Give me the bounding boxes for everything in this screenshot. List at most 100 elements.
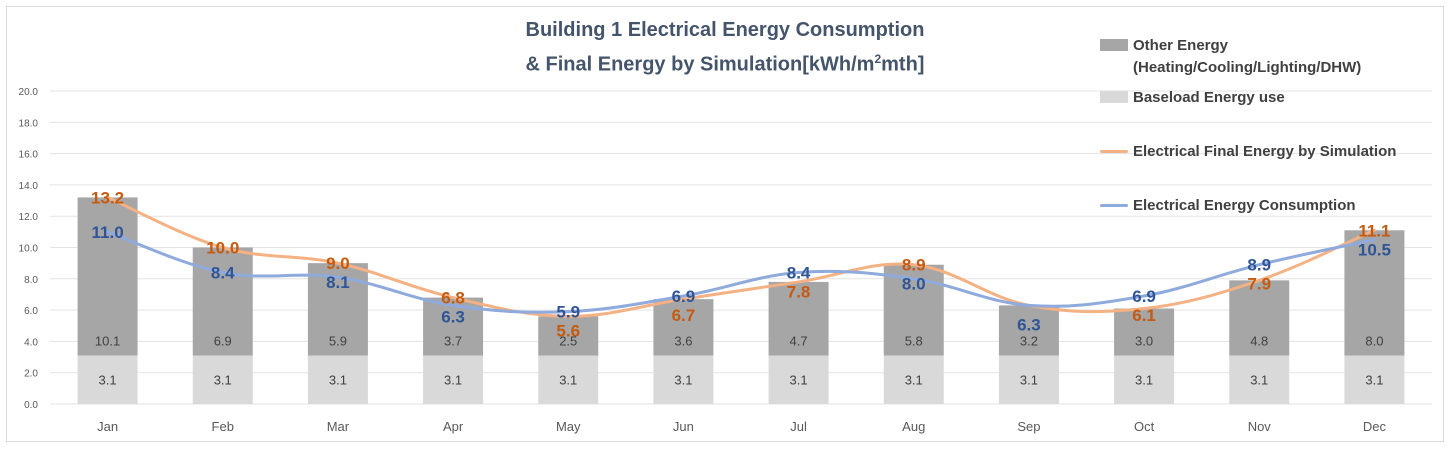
line-consumption (106, 230, 1376, 314)
bar-baseload (1229, 355, 1290, 404)
y-tick-label: 20.0 (19, 87, 39, 98)
data-label-consumption: 11.0 (92, 223, 124, 242)
y-tick-label: 2.0 (24, 369, 38, 380)
data-label-consumption: 8.9 (1247, 256, 1271, 275)
y-tick-label: 12.0 (19, 212, 39, 223)
chart-title-line1: Building 1 Electrical Energy Consumption (525, 19, 925, 41)
data-label-other-energy: 10.1 (95, 333, 120, 348)
data-label-simulation: 5.6 (556, 322, 580, 341)
bar-baseload (1344, 355, 1405, 404)
legend-swatch-other-energy (1100, 39, 1128, 51)
bar-baseload (423, 355, 484, 404)
x-tick-label: Mar (327, 419, 350, 434)
legend-label-other-line1: Other Energy (1133, 37, 1229, 54)
data-label-baseload: 3.1 (559, 373, 577, 388)
chart-title-line2: & Final Energy by Simulation[kWh/m2mth] (400, 45, 1050, 80)
y-tick-label: 18.0 (19, 118, 39, 129)
data-label-baseload: 3.1 (1020, 373, 1038, 388)
data-label-other-energy: 6.9 (214, 333, 232, 348)
data-label-other-energy: 2.5 (559, 333, 577, 348)
data-label-other-energy: 4.7 (790, 333, 808, 348)
x-tick-label: Aug (902, 419, 925, 434)
data-label-consumption: 8.0 (902, 275, 926, 294)
x-tick-label: Jul (790, 419, 807, 434)
data-label-consumption: 8.4 (211, 264, 235, 283)
data-label-other-energy: 3.0 (1135, 333, 1153, 348)
data-label-baseload: 3.1 (1135, 373, 1153, 388)
chart-title-superscript: 2 (874, 52, 882, 66)
data-label-other-energy: 3.7 (444, 333, 462, 348)
bar-baseload (538, 355, 599, 404)
data-label-baseload: 3.1 (790, 373, 808, 388)
x-tick-label: Dec (1363, 419, 1387, 434)
data-label-consumption: 6.3 (1017, 315, 1041, 334)
legend-label-other-energy: Other Energy (Heating/Cooling/Lighting/D… (1133, 35, 1361, 79)
lines (106, 195, 1376, 318)
bar-baseload (192, 355, 253, 404)
bar-other-energy (1114, 308, 1175, 356)
data-label-other-energy: 3.6 (674, 333, 692, 348)
x-tick-label: Nov (1248, 419, 1272, 434)
data-label-consumption: 5.9 (556, 303, 580, 322)
data-label-baseload: 3.1 (329, 373, 347, 388)
y-tick-label: 14.0 (19, 181, 39, 192)
data-label-consumption: 6.9 (1132, 287, 1156, 306)
data-label-simulation: 6.8 (441, 289, 465, 308)
chart-title-line2-suffix: mth] (881, 53, 925, 76)
data-label-consumption: 6.9 (672, 287, 696, 306)
data-label-simulation: 6.1 (1132, 306, 1156, 325)
legend-swatch-consumption (1100, 204, 1128, 207)
data-label-baseload: 3.1 (214, 373, 232, 388)
chart-title-line2-prefix: & Final Energy by Simulation[kWh/m (525, 53, 875, 76)
y-tick-label: 0.0 (24, 400, 38, 411)
bar-baseload (77, 355, 138, 404)
legend-swatch-simulation (1100, 150, 1128, 153)
y-tick-label: 16.0 (19, 150, 39, 161)
x-axis-ticks: Jan Feb Mar Apr May Jun Jul Aug Sep Oct Nov Dec (97, 419, 1386, 434)
legend-label-other-line2: (Heating/Cooling/Lighting/DHW) (1133, 59, 1362, 76)
data-label-baseload: 3.1 (99, 373, 117, 388)
legend-item-simulation: Electrical Final Energy by Simulation (1100, 141, 1396, 163)
data-label-simulation: 11.1 (1358, 221, 1390, 240)
bar-other-energy (77, 197, 138, 356)
data-label-consumption: 8.1 (326, 273, 350, 292)
data-label-consumption: 6.3 (441, 308, 465, 327)
data-label-other-energy: 5.8 (905, 333, 923, 348)
bar-baseload (307, 355, 368, 404)
x-tick-label: Sep (1017, 419, 1040, 434)
legend-label-baseload: Baseload Energy use (1133, 89, 1285, 106)
data-labels: 3.1 10.1 3.1 6.9 3.1 5.9 3.1 3.7 3.1 2.5 3.1 3.6 3.1… (91, 188, 1391, 387)
data-label-consumption: 8.4 (787, 264, 811, 283)
bar-other-energy (998, 305, 1059, 356)
bar-other-energy (1344, 230, 1405, 356)
bars (77, 197, 1405, 404)
data-label-baseload: 3.1 (444, 373, 462, 388)
data-label-simulation: 9.0 (326, 254, 350, 273)
data-label-other-energy: 5.9 (329, 333, 347, 348)
x-tick-label: Feb (212, 419, 234, 434)
legend-item-baseload: Baseload Energy use (1100, 87, 1285, 109)
gridlines (50, 90, 1432, 405)
line-simulation (106, 195, 1376, 318)
bar-other-energy (1229, 280, 1290, 356)
data-label-simulation: 8.9 (902, 256, 926, 275)
legend-item-other-energy: Other Energy (Heating/Cooling/Lighting/D… (1100, 35, 1361, 79)
data-label-other-energy: 8.0 (1365, 333, 1383, 348)
bar-other-energy (192, 247, 253, 356)
data-label-simulation: 6.7 (672, 306, 696, 325)
bar-other-energy (538, 316, 599, 356)
data-label-simulation: 7.8 (787, 283, 811, 302)
x-tick-label: May (556, 419, 581, 434)
x-tick-label: Jan (97, 419, 118, 434)
legend-label-simulation: Electrical Final Energy by Simulation (1133, 143, 1397, 160)
data-label-other-energy: 3.2 (1020, 333, 1038, 348)
y-axis-ticks: 0.0 2.0 4.0 6.0 8.0 10.0 12.0 14.0 16.0 18.0 20.0 (19, 87, 39, 411)
bar-baseload (768, 355, 829, 404)
data-label-consumption: 10.5 (1358, 240, 1391, 259)
x-tick-label: Jun (673, 419, 694, 434)
data-label-baseload: 3.1 (1365, 373, 1383, 388)
data-label-simulation: 7.9 (1247, 275, 1271, 294)
x-tick-label: Oct (1134, 419, 1155, 434)
legend-swatch-baseload (1100, 91, 1128, 103)
